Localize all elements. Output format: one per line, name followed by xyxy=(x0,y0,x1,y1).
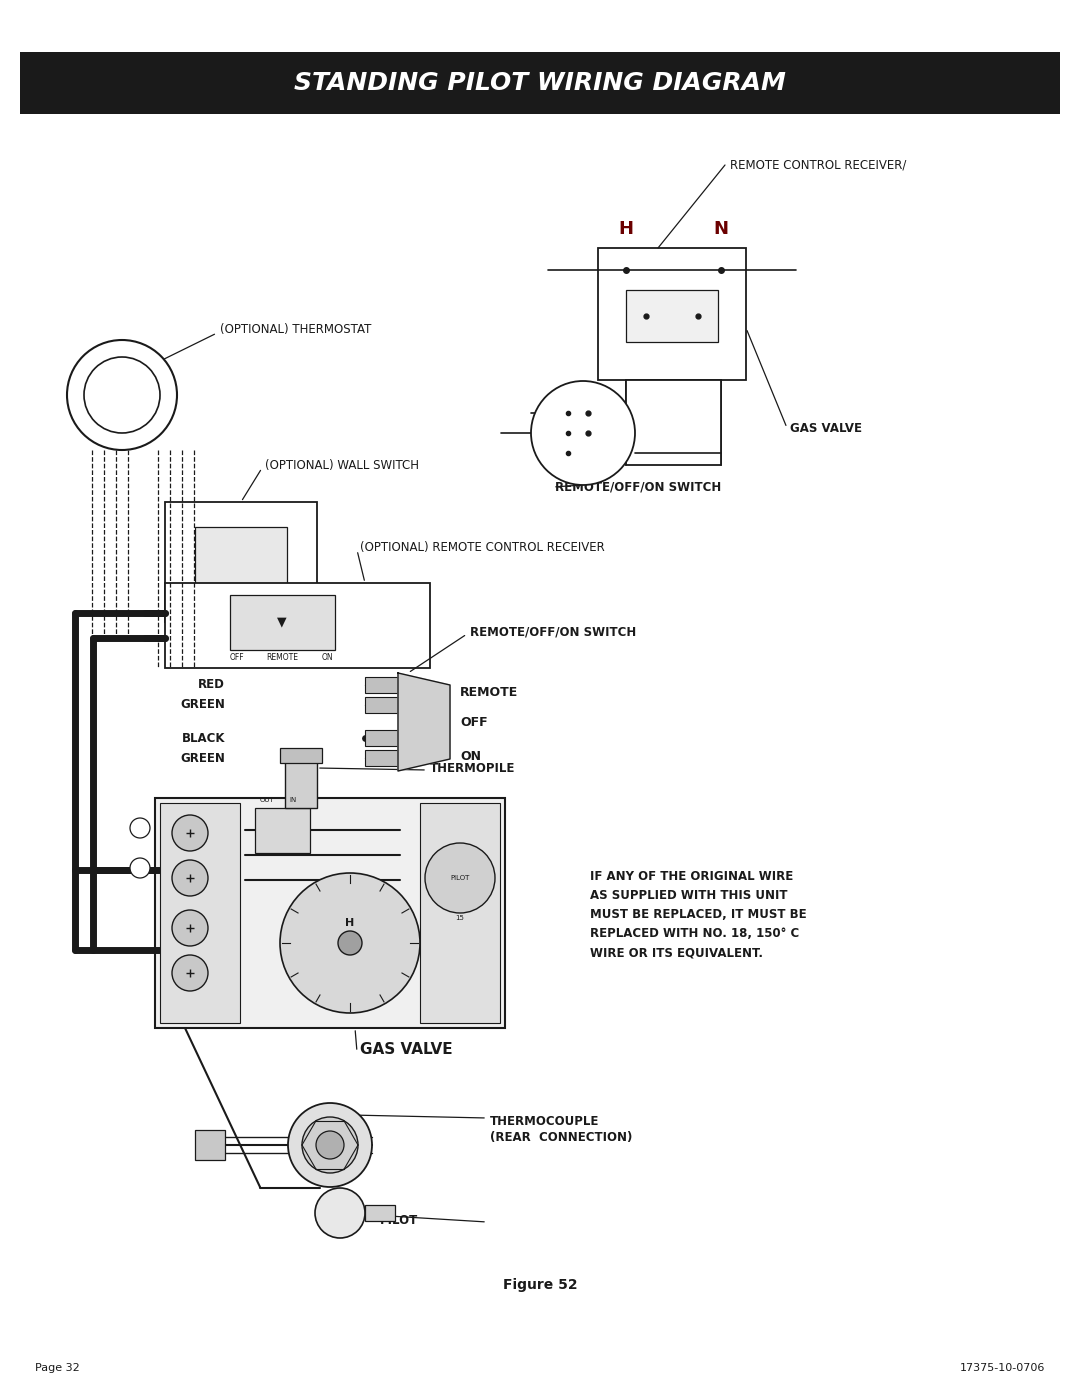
Text: GREEN: GREEN xyxy=(180,698,225,711)
Circle shape xyxy=(338,930,362,956)
FancyBboxPatch shape xyxy=(160,803,240,1023)
Text: Page 32: Page 32 xyxy=(35,1363,80,1373)
FancyBboxPatch shape xyxy=(165,502,318,622)
Text: ON: ON xyxy=(460,750,481,763)
FancyBboxPatch shape xyxy=(365,697,400,712)
Circle shape xyxy=(280,873,420,1013)
Text: THERMOCOUPLE
(REAR  CONNECTION): THERMOCOUPLE (REAR CONNECTION) xyxy=(490,1115,633,1144)
FancyBboxPatch shape xyxy=(365,750,400,766)
Text: REMOTE: REMOTE xyxy=(266,654,298,662)
Text: H: H xyxy=(346,918,354,928)
FancyBboxPatch shape xyxy=(598,249,746,380)
FancyBboxPatch shape xyxy=(195,1130,225,1160)
Text: (OPTIONAL) THERMOSTAT: (OPTIONAL) THERMOSTAT xyxy=(220,324,372,337)
Circle shape xyxy=(531,381,635,485)
Circle shape xyxy=(172,956,208,990)
Text: IF ANY OF THE ORIGINAL WIRE
AS SUPPLIED WITH THIS UNIT
MUST BE REPLACED, IT MUST: IF ANY OF THE ORIGINAL WIRE AS SUPPLIED … xyxy=(590,870,807,958)
Text: 17375-10-0706: 17375-10-0706 xyxy=(960,1363,1045,1373)
FancyBboxPatch shape xyxy=(156,798,505,1028)
Text: PILOT: PILOT xyxy=(380,1214,418,1227)
Text: ON: ON xyxy=(321,654,333,662)
FancyBboxPatch shape xyxy=(626,380,721,465)
Circle shape xyxy=(172,814,208,851)
Circle shape xyxy=(315,1187,365,1238)
Text: RED: RED xyxy=(198,679,225,692)
FancyBboxPatch shape xyxy=(230,595,335,650)
FancyBboxPatch shape xyxy=(280,747,322,763)
Circle shape xyxy=(426,842,495,914)
Text: BLACK: BLACK xyxy=(181,732,225,745)
Text: PILOT: PILOT xyxy=(450,875,470,882)
FancyBboxPatch shape xyxy=(285,759,318,807)
Circle shape xyxy=(316,1132,345,1160)
Text: OUT: OUT xyxy=(259,798,274,803)
Text: REMOTE/OFF/ON SWITCH: REMOTE/OFF/ON SWITCH xyxy=(555,481,721,493)
FancyBboxPatch shape xyxy=(165,583,430,668)
FancyBboxPatch shape xyxy=(365,731,400,746)
Circle shape xyxy=(130,858,150,877)
Text: (OPTIONAL) WALL SWITCH: (OPTIONAL) WALL SWITCH xyxy=(265,460,419,472)
Text: REMOTE CONTROL RECEIVER/: REMOTE CONTROL RECEIVER/ xyxy=(730,158,906,172)
FancyBboxPatch shape xyxy=(21,52,1059,115)
Text: STANDING PILOT WIRING DIAGRAM: STANDING PILOT WIRING DIAGRAM xyxy=(294,71,786,95)
Text: H: H xyxy=(619,219,634,237)
Text: REMOTE: REMOTE xyxy=(460,686,518,700)
Text: 15: 15 xyxy=(456,915,464,921)
Text: GREEN: GREEN xyxy=(180,752,225,764)
Circle shape xyxy=(130,819,150,838)
Polygon shape xyxy=(399,673,450,771)
Text: (OPTIONAL) REMOTE CONTROL RECEIVER: (OPTIONAL) REMOTE CONTROL RECEIVER xyxy=(360,542,605,555)
Circle shape xyxy=(302,1118,357,1173)
Text: Figure 52: Figure 52 xyxy=(502,1278,578,1292)
FancyBboxPatch shape xyxy=(195,527,287,592)
FancyBboxPatch shape xyxy=(365,678,400,693)
Text: N: N xyxy=(714,219,729,237)
Circle shape xyxy=(84,358,160,433)
FancyBboxPatch shape xyxy=(255,807,310,854)
Text: GAS VALVE: GAS VALVE xyxy=(789,422,862,434)
Circle shape xyxy=(172,861,208,895)
Text: REMOTE/OFF/ON SWITCH: REMOTE/OFF/ON SWITCH xyxy=(470,626,636,638)
FancyBboxPatch shape xyxy=(420,803,500,1023)
Text: IN: IN xyxy=(289,798,297,803)
Text: THERMOPILE: THERMOPILE xyxy=(430,761,515,774)
Text: OFF: OFF xyxy=(460,715,488,728)
Circle shape xyxy=(172,909,208,946)
Circle shape xyxy=(288,1104,372,1187)
FancyBboxPatch shape xyxy=(626,291,718,342)
Text: OFF: OFF xyxy=(230,654,244,662)
Circle shape xyxy=(67,339,177,450)
Text: ▼: ▼ xyxy=(278,616,287,629)
Text: GAS VALVE: GAS VALVE xyxy=(360,1042,453,1058)
FancyBboxPatch shape xyxy=(365,1206,395,1221)
